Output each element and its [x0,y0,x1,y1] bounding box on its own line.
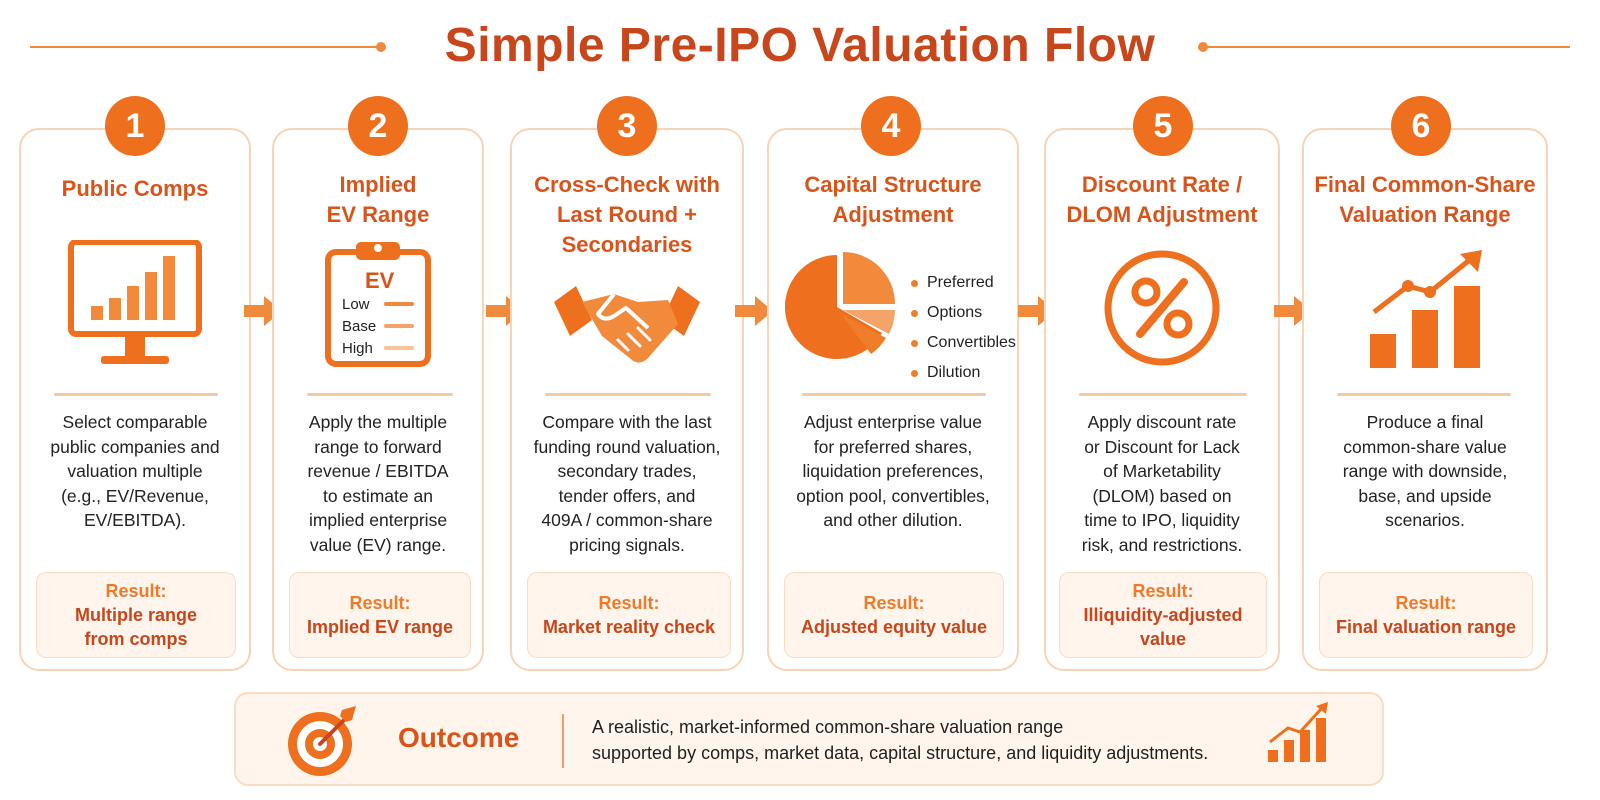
step-number-1: 1 [105,96,165,156]
step-card-6: Final Common-Share Valuation Range Produ… [1302,128,1548,671]
step-description: Apply discount rate or Discount for Lack… [1081,412,1243,555]
outcome-text: A realistic, market-informed common-shar… [592,717,1209,763]
step-title: Public Comps [61,176,209,201]
arrow-right-icon [735,296,773,326]
outcome-title: Outcome [398,722,520,753]
legend-item: Convertibles [911,328,1016,358]
divider [802,393,986,396]
divider [545,393,711,396]
divider [54,393,218,396]
step-title: Capital Structure Adjustment [804,172,982,227]
legend-item: Options [911,298,1016,328]
result-box: Result: Multiple range from comps [36,572,236,658]
page-title: Simple Pre-IPO Valuation Flow [444,19,1156,72]
step-number-6: 6 [1391,96,1451,156]
step-number-2: 2 [348,96,408,156]
pie-legend: Preferred Options Convertibles Dilution [911,268,1016,388]
title-dot-right [1198,42,1208,52]
title-line-left [30,46,380,48]
divider [1337,393,1511,396]
clipboard-row-high: High [342,340,373,357]
clipboard-heading: EV [365,268,395,293]
step-description: Select comparable public companies and v… [50,412,220,530]
step-card-5: Discount Rate / DLOM Adjustment Apply di… [1044,128,1280,671]
step-card-4: Capital Structure Adjustment Preferred O… [767,128,1019,671]
clipboard-row-base: Base [342,318,377,335]
clipboard-icon [274,240,482,390]
title-dot-left [376,42,386,52]
step-number-3: 3 [597,96,657,156]
handshake-icon [512,280,742,430]
outcome-separator [562,714,564,768]
result-box: Result: Implied EV range [289,572,471,658]
bar-chart-monitor-icon [21,240,249,390]
result-box: Result: Market reality check [527,572,731,658]
trend-chart-icon [1268,702,1328,762]
step-description: Apply the multiple range to forward reve… [307,412,449,555]
title-row: Simple Pre-IPO Valuation Flow [0,0,1600,92]
step-card-3: Cross-Check with Last Round + Secondarie… [510,128,744,671]
result-box: Result: Final valuation range [1319,572,1533,658]
step-description: Produce a final common-share value range… [1342,412,1508,530]
growth-chart-icon [1304,248,1546,398]
step-card-2: Implied EV Range EV Low Base High Apply … [272,128,484,671]
pie-chart-icon [769,252,1017,402]
result-box: Result: Adjusted equity value [784,572,1004,658]
step-description: Adjust enterprise value for preferred sh… [796,412,990,530]
divider [307,393,453,396]
outcome-panel: Outcome A realistic, market-informed com… [234,692,1384,786]
clipboard-row-low: Low [342,296,370,313]
divider [1079,393,1247,396]
step-title: Implied EV Range [326,172,430,227]
result-box: Result: Illiquidity-adjusted value [1059,572,1267,658]
legend-item: Preferred [911,268,1016,298]
step-title: Cross-Check with Last Round + Secondarie… [534,172,720,257]
step-card-1: Public Comps Select comparable public co… [19,128,251,671]
target-icon [288,706,356,776]
title-line-right [1205,46,1570,48]
step-number-4: 4 [861,96,921,156]
percent-icon [1046,248,1278,398]
step-number-5: 5 [1133,96,1193,156]
legend-item: Dilution [911,358,1016,388]
step-title: Final Common-Share Valuation Range [1314,172,1536,227]
step-description: Compare with the last funding round valu… [533,412,721,555]
step-title: Discount Rate / DLOM Adjustment [1066,172,1258,227]
